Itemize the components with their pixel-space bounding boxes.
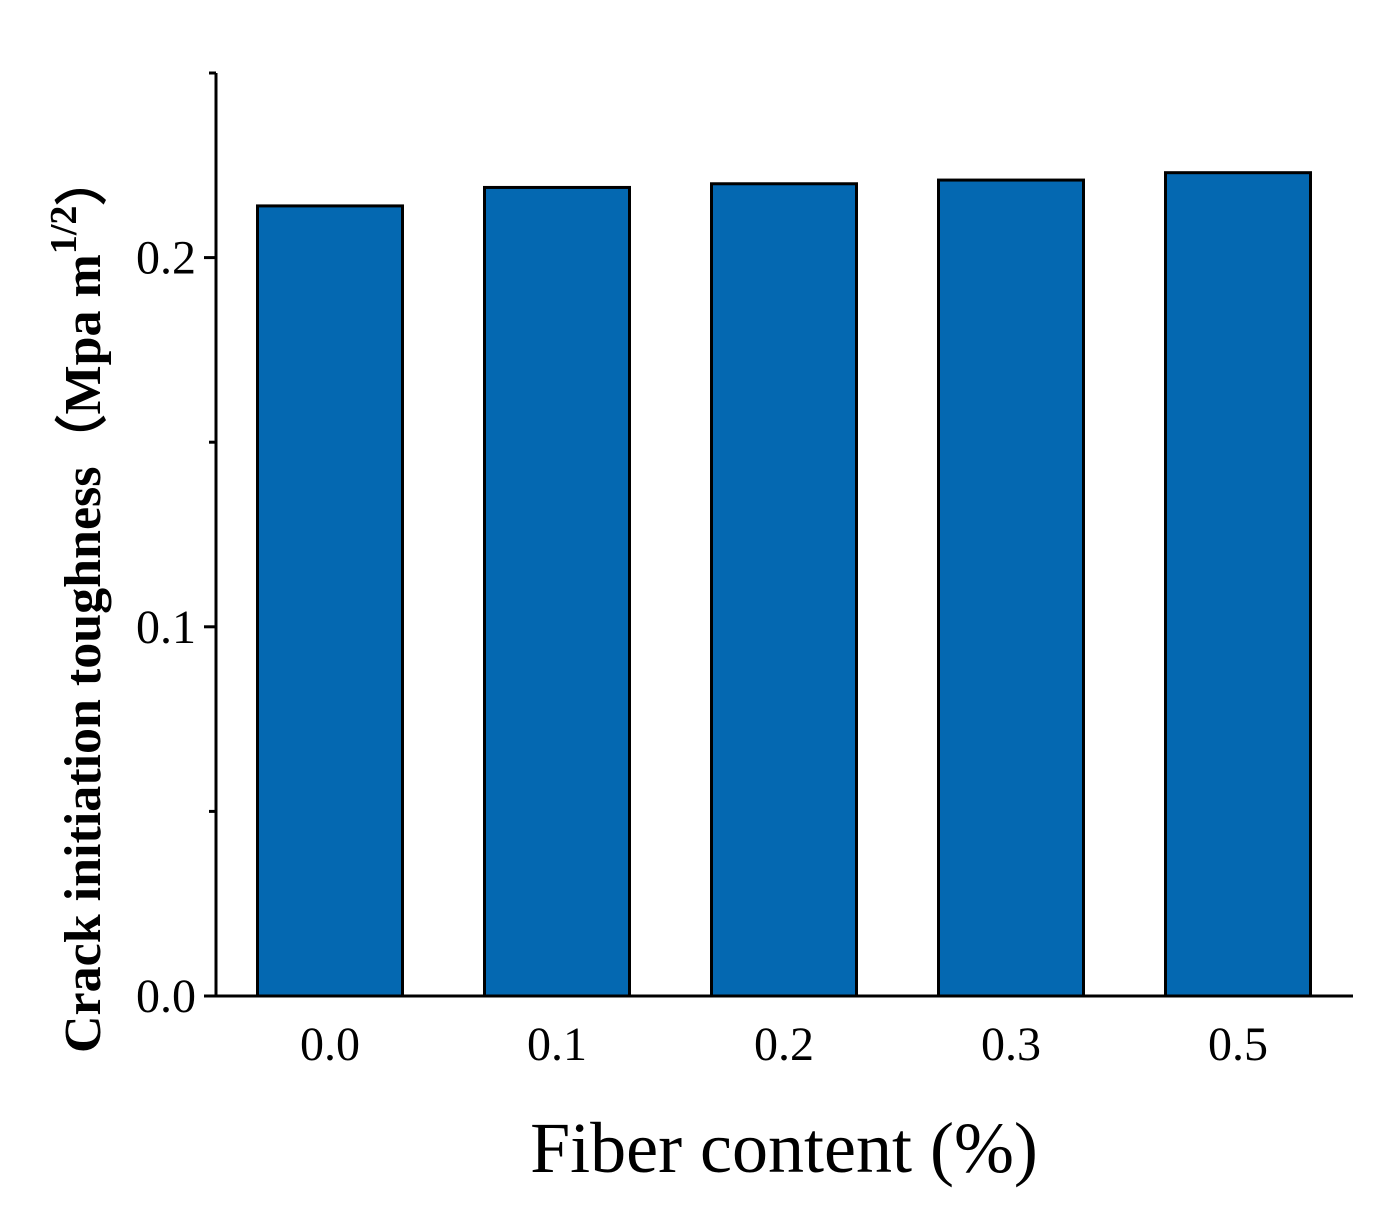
bar-0.0 [256,204,404,998]
bar-0.1 [483,185,631,998]
y-axis-title-main: Crack initiation toughness（Mpa m [54,254,112,1053]
x-axis-title: Fiber content (%) [530,1108,1038,1188]
bar-0.5 [1164,171,1312,998]
x-tick-label: 0.1 [527,1018,587,1071]
axes-layer [214,73,1353,998]
x-tick-label: 0.5 [1208,1018,1268,1071]
bars-layer [256,171,1312,998]
y-tick-label: 0.0 [136,970,196,1023]
y-ticks-layer: 0.0 0.1 0.2 [136,71,216,1023]
x-ticks-layer: 0.0 0.1 0.2 0.3 0.5 [300,1018,1268,1071]
y-axis-title: Crack initiation toughness（Mpa m1/2） [43,154,112,1053]
y-tick-label: 0.2 [136,232,196,285]
y-axis-title-close: ） [54,154,112,206]
y-tick-label: 0.1 [136,601,196,654]
x-tick-label: 0.3 [981,1018,1041,1071]
bar-0.2 [710,182,858,998]
x-tick-label: 0.2 [754,1018,814,1071]
x-tick-label: 0.0 [300,1018,360,1071]
y-axis-title-superscript: 1/2 [43,206,85,255]
bar-0.3 [937,178,1085,998]
